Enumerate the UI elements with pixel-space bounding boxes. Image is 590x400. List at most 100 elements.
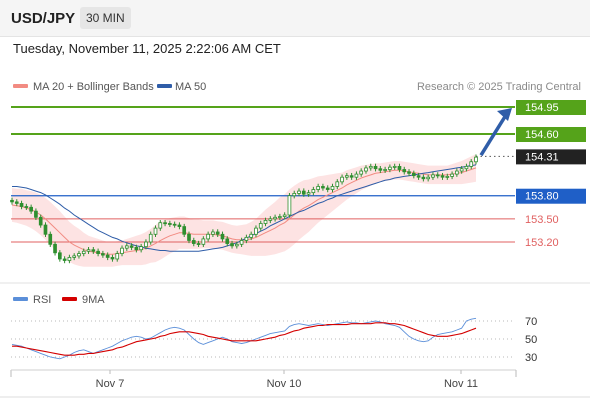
candle — [459, 166, 464, 174]
rsi-legend-label: RSI — [33, 294, 51, 306]
ma50-line — [12, 164, 477, 252]
candle — [330, 183, 335, 193]
candle — [234, 241, 239, 249]
candle — [311, 186, 316, 196]
pivot-label: 153.80 — [525, 191, 559, 203]
candle — [168, 220, 172, 227]
last-price-label: 154.31 — [525, 151, 559, 163]
candle — [397, 163, 402, 173]
candle — [431, 172, 435, 180]
bollinger-band — [12, 154, 476, 267]
x-tick-label: Nov 7 — [96, 378, 125, 390]
timeframe-button[interactable]: 30 MIN — [80, 7, 131, 29]
candle — [177, 222, 182, 230]
rsi-tick-70: 70 — [525, 316, 537, 328]
x-tick-label: Nov 10 — [267, 378, 302, 390]
candle — [24, 203, 29, 210]
rsi-plot: 70 50 30 — [11, 316, 537, 364]
candle — [191, 237, 196, 247]
candle — [215, 229, 220, 237]
candle — [316, 183, 320, 193]
candle — [67, 254, 72, 264]
candle — [278, 213, 282, 221]
rsi-line — [11, 317, 477, 360]
candle — [91, 247, 96, 254]
rsi-legend-swatch — [13, 297, 28, 301]
candle — [244, 234, 249, 244]
candle — [349, 172, 354, 180]
candle — [86, 247, 91, 254]
candle — [359, 168, 364, 177]
candle — [440, 172, 445, 180]
candle — [301, 188, 306, 197]
symbol-title: USD/JPY — [11, 10, 76, 27]
candle — [258, 220, 263, 231]
candle — [14, 199, 19, 207]
candle — [182, 223, 187, 237]
candle — [345, 172, 349, 180]
candle — [306, 189, 311, 197]
candle — [172, 221, 177, 228]
candle — [416, 172, 421, 180]
candle — [34, 208, 38, 221]
candle — [297, 188, 301, 197]
candle — [230, 240, 234, 249]
x-tick-label: Nov 11 — [444, 378, 478, 390]
candle — [81, 248, 86, 257]
candle — [239, 237, 244, 248]
candle — [249, 231, 254, 241]
rsi-tick-30: 30 — [525, 352, 537, 364]
candle — [254, 225, 258, 237]
candle — [43, 222, 48, 237]
candle — [153, 225, 158, 237]
candle — [287, 193, 292, 218]
candle — [474, 154, 478, 165]
candle — [201, 236, 206, 248]
rsi-tick-50: 50 — [525, 334, 537, 346]
candle — [445, 173, 450, 180]
candle — [368, 163, 373, 171]
candle — [101, 250, 105, 258]
candle — [411, 170, 416, 179]
candle — [120, 245, 124, 257]
candle — [455, 168, 459, 177]
ma20-legend-swatch — [13, 84, 28, 88]
candle — [48, 231, 53, 248]
candle — [206, 231, 210, 242]
candle — [96, 248, 100, 257]
rsi-ma-legend-swatch — [62, 297, 77, 301]
candle — [340, 174, 344, 185]
candle — [335, 179, 340, 190]
support_1-label: 153.50 — [525, 214, 559, 226]
candle — [139, 243, 143, 253]
candle — [105, 252, 110, 261]
candle — [392, 163, 397, 170]
candle — [450, 171, 454, 180]
candle — [378, 166, 383, 173]
candle — [196, 240, 201, 248]
candle — [469, 159, 474, 170]
last-price-tag — [516, 149, 586, 165]
support_2-label: 153.20 — [525, 237, 559, 249]
candle — [263, 217, 268, 227]
candle — [402, 166, 407, 175]
candle — [129, 243, 134, 251]
candle — [163, 220, 167, 227]
candle — [38, 214, 43, 228]
candle — [110, 254, 115, 262]
candle — [187, 231, 191, 244]
candle — [62, 256, 67, 264]
candle — [29, 204, 33, 214]
ma50-legend-label: MA 50 — [175, 81, 206, 93]
candle — [364, 165, 368, 174]
candle — [464, 163, 469, 172]
candle — [144, 239, 148, 250]
candle — [53, 241, 57, 256]
candle — [72, 253, 77, 261]
candle — [211, 229, 215, 237]
ma20-legend-label: MA 20 + Bollinger Bands — [33, 81, 154, 93]
candle — [373, 163, 378, 172]
candle — [134, 244, 139, 253]
candle — [383, 166, 387, 173]
candle — [273, 214, 277, 222]
